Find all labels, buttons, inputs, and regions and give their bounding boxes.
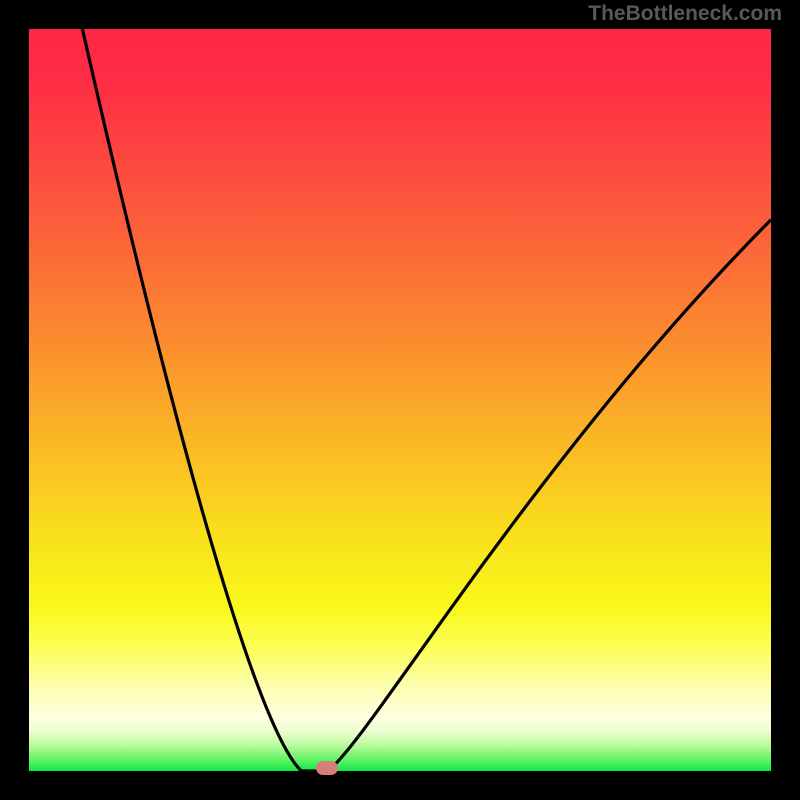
curve-path	[82, 29, 771, 771]
bottleneck-curve	[29, 29, 771, 771]
watermark-text: TheBottleneck.com	[588, 2, 782, 26]
plot-area	[29, 29, 771, 771]
optimum-marker	[316, 761, 338, 775]
